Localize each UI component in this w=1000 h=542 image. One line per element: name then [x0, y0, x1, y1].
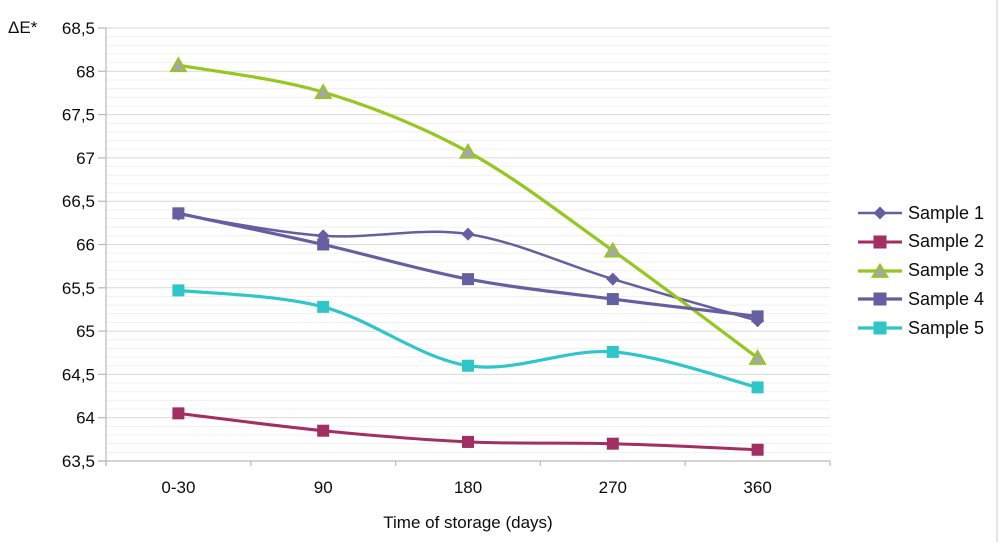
x-tick-label: 270	[599, 478, 627, 497]
legend-label: Sample 2	[908, 231, 985, 252]
series-marker-sample-3-0	[169, 56, 188, 73]
y-tick-label: 63,5	[62, 452, 95, 471]
legend-marker-sample-5-icon	[858, 321, 902, 335]
series-marker-sample-1-3	[606, 272, 620, 286]
y-tick-label: 65	[76, 322, 95, 341]
series-marker-sample-4-2	[462, 273, 474, 286]
x-tick-label: 360	[743, 478, 771, 497]
legend-marker-sample-3-icon	[858, 262, 902, 278]
series-marker-sample-2-0	[172, 407, 185, 420]
legend-marker-sample-1-icon	[858, 206, 902, 220]
y-tick-label: 67	[76, 149, 95, 168]
legend-label: Sample 4	[908, 288, 985, 309]
y-tick-label: 66	[76, 236, 95, 255]
series-marker-sample-1-2	[461, 227, 475, 241]
legend-entry-sample-3: Sample 3	[858, 260, 984, 282]
legend-label: Sample 3	[908, 260, 985, 280]
legend-label: Sample 1	[908, 202, 985, 223]
series-marker-sample-4-3	[606, 293, 619, 306]
series-marker-sample-4-0	[172, 207, 185, 220]
legend-label: Sample 5	[908, 317, 985, 338]
legend-entry-sample-5: Sample 5	[858, 317, 984, 339]
legend-entry-sample-2: Sample 2	[858, 231, 984, 253]
series-marker-sample-3-3	[603, 241, 622, 258]
y-tick-label: 68	[76, 62, 95, 81]
series-marker-sample-5-4	[751, 381, 764, 394]
series-marker-sample-3-2	[458, 143, 478, 159]
series-marker-sample-2-3	[606, 437, 619, 450]
x-tick-label: 90	[314, 478, 333, 497]
series-marker-sample-4-1	[317, 238, 330, 251]
series-marker-sample-5-2	[462, 359, 474, 372]
series-marker-sample-3-1	[314, 83, 333, 99]
series-marker-sample-5-1	[317, 300, 330, 313]
x-tick-label: 0-30	[161, 478, 195, 497]
series-marker-sample-2-2	[462, 435, 474, 448]
legend-entry-sample-1: Sample 1	[858, 202, 984, 224]
x-axis-title: Time of storage (days)	[383, 513, 553, 532]
series-marker-sample-5-3	[606, 345, 619, 358]
y-axis-title: ΔE*	[8, 18, 38, 37]
y-tick-label: 64	[76, 409, 95, 428]
legend: Sample 1 Sample 2 Sample 3 Sample 4 Sample 5	[858, 202, 998, 352]
series-marker-sample-4-4	[751, 310, 764, 323]
series-marker-sample-2-4	[751, 443, 764, 456]
y-tick-label: 64,5	[62, 365, 95, 384]
y-tick-label: 65,5	[62, 279, 95, 298]
series-marker-sample-2-1	[317, 424, 330, 437]
chart-right-border	[996, 0, 998, 542]
series-marker-sample-3-4	[748, 349, 767, 365]
y-tick-label: 66,5	[62, 192, 95, 211]
x-tick-label: 180	[454, 478, 482, 497]
legend-entry-sample-4: Sample 4	[858, 288, 984, 310]
series-marker-sample-5-0	[172, 284, 185, 297]
y-tick-label: 67,5	[62, 106, 95, 125]
legend-marker-sample-4-icon	[858, 292, 902, 306]
y-tick-label: 68,5	[62, 19, 95, 38]
legend-marker-sample-2-icon	[858, 235, 902, 249]
